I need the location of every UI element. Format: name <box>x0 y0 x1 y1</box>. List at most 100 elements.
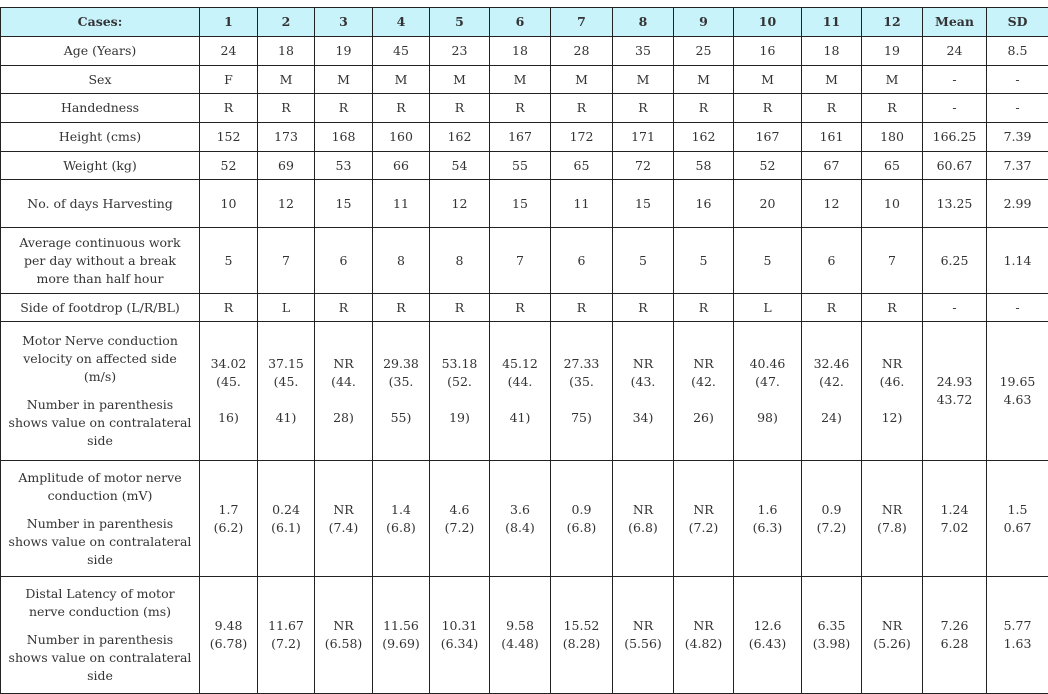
header-cases: Cases: <box>1 8 200 37</box>
row-label-cell: Average continuous work per day without … <box>1 228 200 294</box>
value-cell: 65 <box>862 152 923 180</box>
value-cell: 53.18 (52. 19) <box>430 322 490 461</box>
value-cell: 6 <box>802 228 862 294</box>
table-row: Distal Latency of motor nerve conduction… <box>1 577 1048 694</box>
row-label-cell: Distal Latency of motor nerve conduction… <box>1 577 200 694</box>
value-cell: 168 <box>315 123 373 152</box>
value-cell: 11.56 (9.69) <box>373 577 430 694</box>
header-col: 9 <box>674 8 734 37</box>
value-cell: NR (5.56) <box>613 577 674 694</box>
value-cell: 12.6 (6.43) <box>734 577 802 694</box>
header-col: SD <box>987 8 1048 37</box>
value-cell: 2.99 <box>987 180 1048 228</box>
value-cell: M <box>674 66 734 94</box>
value-cell: 9.48 (6.78) <box>200 577 258 694</box>
value-cell: NR (7.4) <box>315 461 373 577</box>
value-cell: 34.02 (45. 16) <box>200 322 258 461</box>
value-cell: R <box>490 294 551 322</box>
value-cell: 25 <box>674 37 734 66</box>
value-cell: 15.52 (8.28) <box>551 577 613 694</box>
value-cell: 7 <box>258 228 315 294</box>
value-cell: 4.6 (7.2) <box>430 461 490 577</box>
value-cell: NR (43. 34) <box>613 322 674 461</box>
row-label: Height (cms) <box>59 129 141 144</box>
row-note: Number in parenthesis shows value on con… <box>7 515 193 569</box>
value-cell: R <box>373 94 430 123</box>
value-cell: 0.9 (6.8) <box>551 461 613 577</box>
value-cell: 18 <box>490 37 551 66</box>
value-cell: 19 <box>862 37 923 66</box>
row-label-cell: Age (Years) <box>1 37 200 66</box>
value-cell: 45.12 (44. 41) <box>490 322 551 461</box>
value-cell: NR (5.26) <box>862 577 923 694</box>
value-cell: R <box>315 94 373 123</box>
value-cell: M <box>802 66 862 94</box>
value-cell: 7.39 <box>987 123 1048 152</box>
header-col: Mean <box>923 8 987 37</box>
value-cell: 8 <box>373 228 430 294</box>
value-cell: 67 <box>802 152 862 180</box>
value-cell: - <box>923 66 987 94</box>
value-cell: 18 <box>802 37 862 66</box>
value-cell: 13.25 <box>923 180 987 228</box>
value-cell: 53 <box>315 152 373 180</box>
value-cell: NR (7.8) <box>862 461 923 577</box>
value-cell: 9.58 (4.48) <box>490 577 551 694</box>
value-cell: 1.14 <box>987 228 1048 294</box>
value-cell: 160 <box>373 123 430 152</box>
value-cell: 8 <box>430 228 490 294</box>
value-cell: 20 <box>734 180 802 228</box>
value-cell: NR (46. 12) <box>862 322 923 461</box>
value-cell: NR (42. 26) <box>674 322 734 461</box>
row-label-cell: Height (cms) <box>1 123 200 152</box>
value-cell: 11.67 (7.2) <box>258 577 315 694</box>
value-cell: 0.9 (7.2) <box>802 461 862 577</box>
table-row: Amplitude of motor nerve conduction (mV)… <box>1 461 1048 577</box>
row-label-cell: No. of days Harvesting <box>1 180 200 228</box>
header-col: 3 <box>315 8 373 37</box>
value-cell: 167 <box>734 123 802 152</box>
header-col: 1 <box>200 8 258 37</box>
value-cell: 40.46 (47. 98) <box>734 322 802 461</box>
value-cell: L <box>258 294 315 322</box>
value-cell: R <box>315 294 373 322</box>
value-cell: 32.46 (42. 24) <box>802 322 862 461</box>
value-cell: 12 <box>430 180 490 228</box>
value-cell: 1.6 (6.3) <box>734 461 802 577</box>
row-label: Average continuous work per day without … <box>19 235 180 286</box>
value-cell: 6 <box>315 228 373 294</box>
value-cell: 16 <box>734 37 802 66</box>
value-cell: 15 <box>490 180 551 228</box>
value-cell: 1.7 (6.2) <box>200 461 258 577</box>
row-label-cell: Handedness <box>1 94 200 123</box>
value-cell: 5.77 1.63 <box>987 577 1048 694</box>
value-cell: 35 <box>613 37 674 66</box>
row-label: Handedness <box>61 100 139 115</box>
value-cell: 60.67 <box>923 152 987 180</box>
row-label-cell: Weight (kg) <box>1 152 200 180</box>
value-cell: 10 <box>862 180 923 228</box>
value-cell: R <box>551 294 613 322</box>
value-cell: 6.25 <box>923 228 987 294</box>
value-cell: 5 <box>674 228 734 294</box>
value-cell: 28 <box>551 37 613 66</box>
value-cell: 52 <box>200 152 258 180</box>
value-cell: 167 <box>490 123 551 152</box>
value-cell: R <box>551 94 613 123</box>
value-cell: 1.4 (6.8) <box>373 461 430 577</box>
value-cell: R <box>802 94 862 123</box>
header-col: 10 <box>734 8 802 37</box>
value-cell: 5 <box>200 228 258 294</box>
value-cell: R <box>734 94 802 123</box>
value-cell: 16 <box>674 180 734 228</box>
value-cell: M <box>258 66 315 94</box>
value-cell: R <box>862 294 923 322</box>
value-cell: 18 <box>258 37 315 66</box>
value-cell: R <box>862 94 923 123</box>
value-cell: L <box>734 294 802 322</box>
